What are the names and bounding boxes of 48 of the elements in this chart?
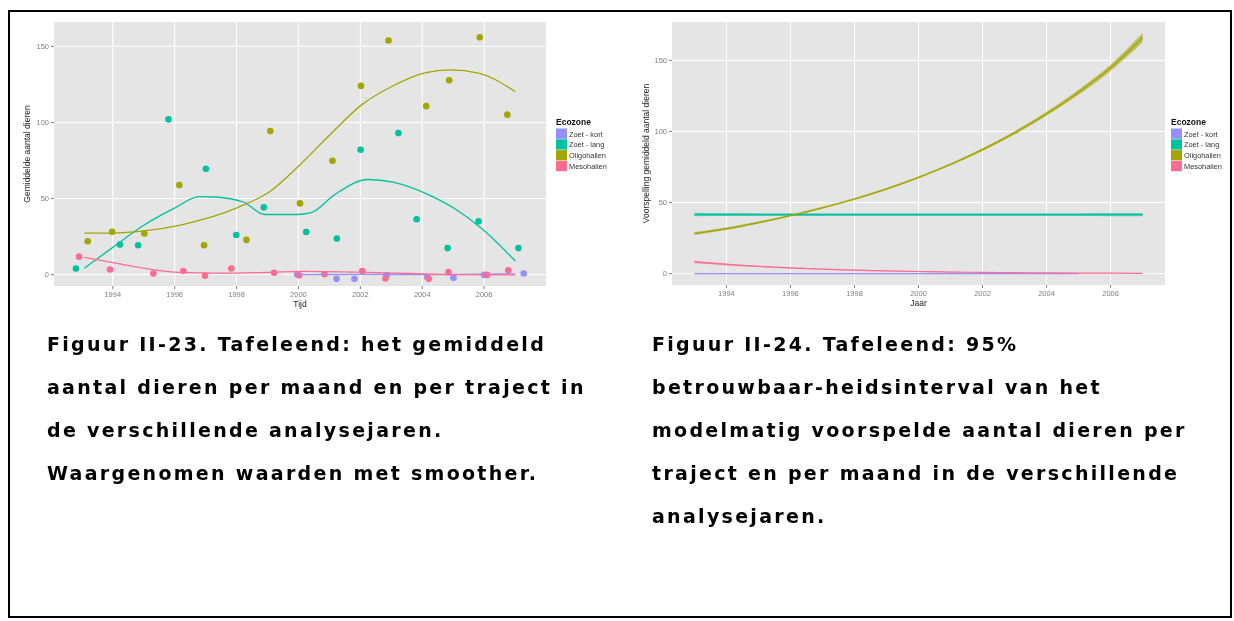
point	[351, 275, 358, 283]
point	[116, 241, 124, 248]
point	[450, 274, 457, 282]
point	[150, 270, 157, 277]
point	[445, 268, 452, 276]
text: Figuur II-24. Tafeleend: 95% betrouwbaar-heidsinterval van het modelmatig voorspelde aantal dieren per traject en per maand in de verschillende analysejaren.	[652, 333, 1187, 527]
text: Waargenomen waarden met smoother.	[47, 462, 539, 484]
point	[266, 127, 274, 135]
point	[243, 236, 250, 244]
y-axis-title: Gemiddelde aantal dieren	[22, 105, 32, 203]
point	[260, 204, 268, 211]
point	[75, 253, 83, 260]
point	[134, 241, 142, 249]
point	[176, 181, 183, 189]
point	[106, 266, 114, 273]
point	[228, 265, 235, 272]
point	[504, 267, 512, 274]
point	[504, 111, 511, 118]
point	[329, 157, 336, 165]
point	[84, 237, 92, 245]
legend-title: Ecozone	[556, 117, 592, 127]
point	[333, 235, 341, 242]
point	[385, 37, 392, 44]
point	[395, 129, 402, 137]
x-axis-title: Jaar	[910, 298, 927, 308]
point	[333, 275, 340, 283]
point	[515, 244, 522, 252]
point	[202, 165, 210, 172]
x-axis-title: Tijd	[293, 299, 307, 309]
point	[445, 76, 453, 84]
point	[357, 82, 365, 90]
point	[444, 244, 451, 252]
point	[296, 200, 304, 207]
point	[357, 146, 364, 154]
point	[165, 116, 172, 123]
y-axis-title: Voorspelling gemiddeld aantal dieren	[641, 83, 651, 224]
point	[72, 265, 80, 272]
point	[422, 102, 430, 110]
legend-title: Ecozone	[1171, 117, 1207, 127]
point	[475, 218, 482, 225]
text: Figuur II-23. Tafeleend: het gemiddeld aantal dieren per maand en per traject in de verschillende analysejaren.	[47, 333, 586, 441]
point	[413, 215, 420, 223]
point	[476, 34, 484, 41]
point	[520, 270, 528, 277]
point	[302, 228, 310, 236]
point	[232, 231, 240, 239]
point	[200, 241, 208, 249]
line-series	[83, 178, 517, 269]
